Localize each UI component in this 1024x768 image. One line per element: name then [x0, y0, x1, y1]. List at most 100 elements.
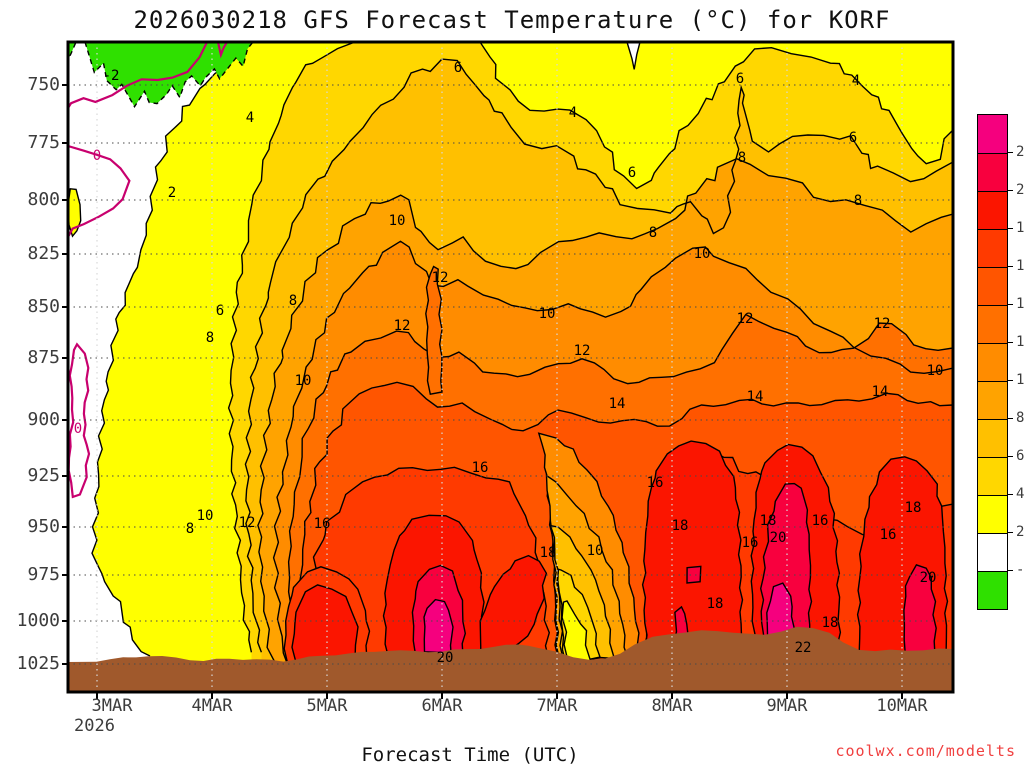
- contour-label-0: 0: [74, 421, 82, 437]
- contour-label-12: 12: [737, 311, 754, 327]
- contour-label-4: 4: [852, 73, 860, 89]
- warm-core-20-10mar: [903, 564, 937, 657]
- contour-label-10: 10: [389, 213, 406, 229]
- colorbar-segment-2: [978, 191, 1007, 229]
- colorbar-tick-4: [1008, 494, 1013, 495]
- contour-label-6: 6: [736, 71, 744, 87]
- contour-spike-12: [425, 265, 443, 396]
- band-6-8-line: [244, 58, 953, 653]
- terrain-mask: [68, 626, 953, 692]
- warm-core-22-6mar: [423, 598, 454, 654]
- colorbar: [977, 114, 1008, 610]
- colorbar-segment-7: [978, 381, 1007, 419]
- contour-label-10: 10: [694, 246, 711, 262]
- y-tick-975: 975: [27, 564, 60, 585]
- warm-spot-20-8mar: [686, 565, 702, 584]
- colorbar-tick-14: [1008, 304, 1013, 305]
- contour-label-6: 6: [849, 130, 857, 146]
- x-tick-7MAR: 7MAR: [536, 696, 578, 716]
- chart-title: 2026030218 GFS Forecast Temperature (°C)…: [133, 6, 891, 34]
- contour-label-14: 14: [872, 384, 889, 400]
- colorbar-label-12: 12: [1016, 334, 1024, 350]
- contour-label-18: 18: [822, 615, 839, 631]
- contour-label-20: 20: [920, 570, 937, 586]
- colorbar-label-20: 20: [1016, 182, 1024, 198]
- contour-label--2: -2: [103, 68, 120, 84]
- plot-frame: [66, 40, 955, 694]
- colorbar-label-10: 10: [1016, 372, 1024, 388]
- contour-label-14: 14: [747, 389, 764, 405]
- colorbar-tick-20: [1008, 190, 1013, 191]
- contour-label-12: 12: [432, 270, 449, 286]
- warm-core-18-8mar: [641, 440, 744, 660]
- contour-label-8: 8: [738, 150, 746, 166]
- contour-label-14: 14: [609, 396, 626, 412]
- colorbar-segment-9: [978, 457, 1007, 495]
- zero-contour-notch: [216, 42, 228, 59]
- contour-label-8: 8: [289, 293, 297, 309]
- zero-contour-loop: [68, 342, 91, 499]
- colorbar-label-6: 6: [1016, 448, 1024, 464]
- contour-label-16: 16: [742, 535, 759, 551]
- contour-label-0: 0: [93, 148, 101, 164]
- y-tick-825: 825: [27, 243, 60, 264]
- colorbar-label-8: 8: [1016, 410, 1024, 426]
- x-tick-5MAR: 5MAR: [306, 696, 348, 716]
- x-tick-10MAR: 10MAR: [876, 696, 928, 716]
- contour-label-6: 6: [216, 303, 224, 319]
- contour-label-20: 20: [770, 530, 787, 546]
- contour-label-16: 16: [880, 527, 897, 543]
- colorbar-tick--2: [1008, 570, 1013, 571]
- contour-label-10: 10: [295, 373, 312, 389]
- contour-label-10: 10: [197, 508, 214, 524]
- x-tick-4MAR: 4MAR: [191, 696, 233, 716]
- contour-label-12: 12: [574, 343, 591, 359]
- colorbar-tick-18: [1008, 228, 1013, 229]
- colorbar-segment-5: [978, 305, 1007, 343]
- y-tick-925: 925: [27, 465, 60, 486]
- y-tick-950: 950: [27, 516, 60, 537]
- y-tick-875: 875: [27, 347, 60, 368]
- band-2-4-line: [91, 42, 249, 657]
- colorbar-label-4: 4: [1016, 486, 1024, 502]
- contour-label-8: 8: [186, 521, 194, 537]
- y-tick-775: 775: [27, 132, 60, 153]
- y-tick-900: 900: [27, 409, 60, 430]
- y-tick-850: 850: [27, 296, 60, 317]
- contour-label-6: 6: [454, 60, 462, 76]
- contour-label-18: 18: [540, 545, 557, 561]
- colorbar-segment-0: [978, 115, 1007, 153]
- y-tick-1025: 1025: [16, 653, 60, 674]
- band-4-6-line: [227, 42, 356, 653]
- contour-label-10: 10: [927, 363, 944, 379]
- y-tick-1000: 1000: [16, 610, 60, 631]
- x-tick-9MAR: 9MAR: [766, 696, 808, 716]
- x-axis-title: Forecast Time (UTC): [361, 744, 579, 766]
- zero-contour-2: [68, 144, 131, 238]
- contour-label-12: 12: [394, 318, 411, 334]
- watermark-link[interactable]: coolwx.com/modelts: [835, 742, 1016, 760]
- colorbar-segment-12: [978, 571, 1007, 609]
- colorbar-label-2: 2: [1016, 524, 1024, 540]
- colorbar-segment-6: [978, 343, 1007, 381]
- contour-label-18: 18: [672, 518, 689, 534]
- contour-label-8: 8: [854, 193, 862, 209]
- contour-label-16: 16: [472, 460, 489, 476]
- contour-label-8: 8: [206, 330, 214, 346]
- contour-label-12: 12: [239, 515, 256, 531]
- warm-core-18-5mar: [291, 584, 359, 662]
- colorbar-label-16: 16: [1016, 258, 1024, 274]
- colorbar-tick-12: [1008, 342, 1013, 343]
- colorbar-tick-10: [1008, 380, 1013, 381]
- contour-label-4: 4: [569, 105, 577, 121]
- contour-label-18: 18: [707, 596, 724, 612]
- contour-label-20: 20: [437, 650, 454, 666]
- contour-label-12: 12: [874, 316, 891, 332]
- band-12-14-line: [287, 313, 953, 666]
- cold-pocket-green: [84, 42, 254, 109]
- colorbar-segment-3: [978, 229, 1007, 267]
- white-sliver-top: [626, 42, 641, 70]
- axis-year-label: 2026: [74, 716, 115, 736]
